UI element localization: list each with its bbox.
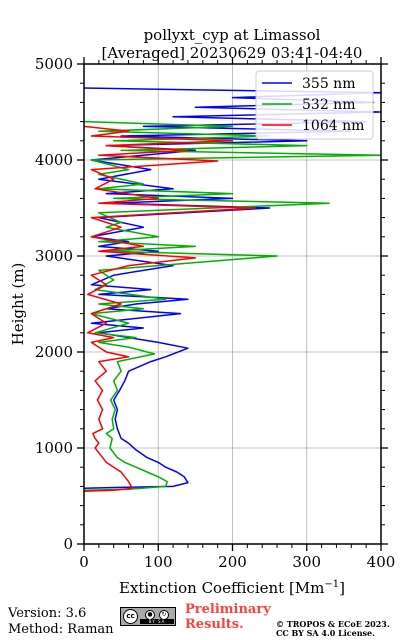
series-lines [84,87,381,492]
cc-icon: cc [123,609,138,624]
y-tick-label: 3000 [35,247,73,265]
preliminary-notice: Preliminary Results. [185,602,271,632]
legend-label: 532 nm [302,97,355,113]
copyright-line1: © TROPOS & ECoE 2023. [276,619,390,629]
x-axis-label-sup: −1 [324,579,339,590]
preliminary-line1: Preliminary [185,602,271,617]
legend-label: 1064 nm [302,118,364,134]
x-tick-label: 300 [292,553,321,571]
y-tick-label: 4000 [35,151,73,169]
series-line-1064-nm [84,125,256,492]
x-axis-label: Extinction Coefficient [Mm−1] [119,579,345,597]
preliminary-line2: Results. [185,617,244,632]
y-tick-label: 1000 [35,439,73,457]
chart-title-line1: pollyxt_cyp at Limassol [144,26,321,44]
x-tick-label: 0 [79,553,89,571]
chart-title-line2: [Averaged] 20230629 03:41-04:40 [102,44,363,62]
legend-frame [255,70,374,140]
axis-ticks [77,57,388,551]
x-axis-label-main: Extinction Coefficient [Mm [119,579,324,597]
x-tick-label: 100 [144,553,173,571]
y-tick-label: 0 [63,535,73,553]
x-tick-label: 400 [367,553,396,571]
y-tick-label: 2000 [35,343,73,361]
version-text: Version: 3.6 [8,606,87,621]
y-axis-label: Height (m) [9,263,27,346]
x-tick-label: 200 [218,553,247,571]
cc-strip-label: BY SA [140,619,174,624]
legend: 355 nm 532 nm 1064 nm [255,70,374,140]
footer-info: Version: 3.6 Method: Raman [8,606,114,638]
x-axis-label-end: ] [339,579,345,597]
series-line-532-nm [84,120,381,491]
cc-by-sa-logo: cc ● ↻ BY SA [120,607,176,626]
copyright-notice: © TROPOS & ECoE 2023. CC BY SA 4.0 Licen… [276,620,390,638]
copyright-line2: CC BY SA 4.0 License. [276,628,375,638]
series-line-355-nm [84,87,381,490]
legend-label: 355 nm [302,76,355,92]
method-text: Method: Raman [8,622,114,637]
y-tick-label: 5000 [35,55,73,73]
